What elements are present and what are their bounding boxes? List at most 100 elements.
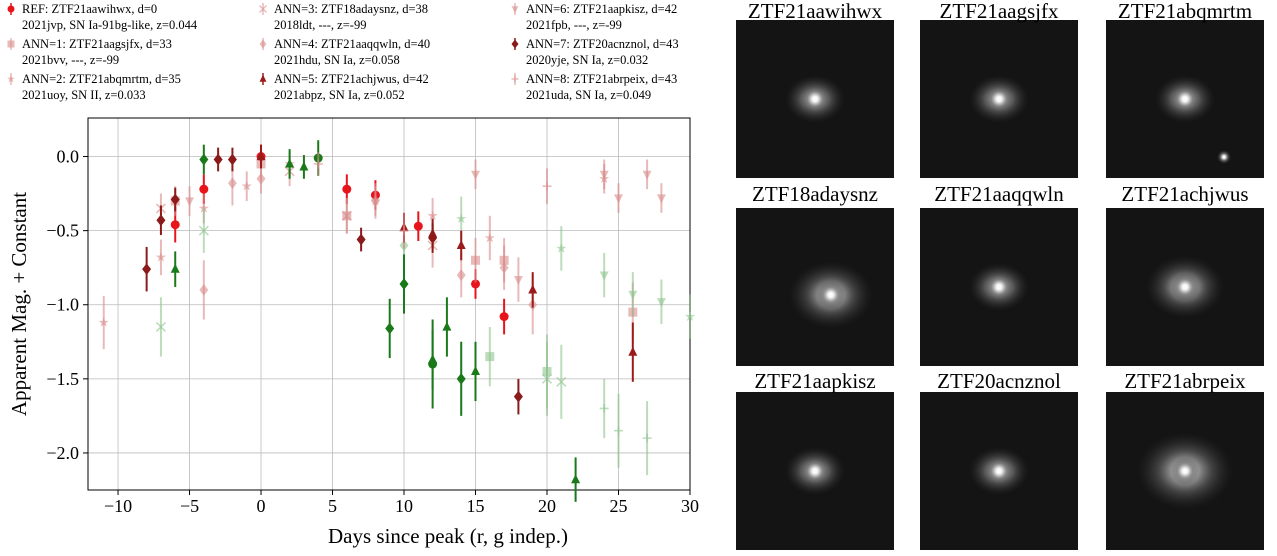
legend-entry: ANN=4: ZTF21aaqqwln, d=40 2021hdu, SN Ia… [256, 36, 501, 68]
x-tick-label: 30 [681, 496, 699, 516]
x-tick-label: 5 [328, 496, 337, 516]
legend-marker [511, 38, 519, 50]
data-point [199, 184, 209, 194]
thumbnail-title: ZTF20acnznol [937, 369, 1061, 393]
data-point [170, 220, 180, 230]
data-point [499, 261, 509, 274]
data-point [456, 240, 466, 250]
data-point [385, 322, 395, 335]
data-point [155, 321, 166, 333]
data-point [513, 390, 523, 403]
data-point [199, 284, 209, 296]
galaxy-core [1171, 85, 1199, 113]
legend-entry: ANN=3: ZTF18adaysnz, d=38 2018ldt, ---, … [256, 1, 501, 33]
galaxy-core [985, 85, 1013, 113]
data-point [456, 269, 466, 281]
thumbnail-title: ZTF21achjwus [1121, 182, 1248, 206]
y-tick-label: −1.5 [46, 369, 79, 389]
data-point [142, 263, 152, 276]
galaxy-core [985, 273, 1013, 301]
legend-label: ANN=6: ZTF21aapkisz, d=42 2021fpb, ---, … [526, 2, 678, 32]
data-point [399, 226, 409, 236]
data-point [642, 433, 652, 443]
data-point [399, 278, 409, 290]
legend-label: ANN=4: ZTF21aaqqwln, d=40 2021hdu, SN Ia… [274, 37, 431, 67]
data-point [528, 284, 538, 294]
data-point [199, 153, 209, 166]
data-point [556, 243, 567, 253]
data-point [370, 195, 380, 207]
data-point [484, 232, 495, 243]
data-point [614, 426, 624, 436]
data-point [356, 233, 366, 246]
legend-entry: REF: ZTF21aawihwx, d=0 2021jvp, SN Ia-91… [4, 1, 249, 33]
data-point [628, 346, 638, 356]
data-point [428, 354, 438, 364]
x-tick-label: 10 [395, 496, 413, 516]
data-point [341, 210, 352, 221]
data-point [456, 372, 466, 385]
data-point [485, 352, 495, 362]
x-axis-label: Days since peak (r, g indep.) [328, 524, 568, 548]
legend-symbol [7, 74, 15, 83]
data-point [599, 403, 609, 413]
data-point [628, 290, 638, 300]
data-point [499, 312, 509, 322]
legend-entry: ANN=7: ZTF20acnznol, d=43 2020yje, SN Ia… [508, 36, 753, 68]
y-tick-label: −0.5 [46, 221, 79, 241]
x-tick-label: 0 [257, 496, 266, 516]
star-source [1217, 150, 1231, 164]
legend-entry: ANN=2: ZTF21abqmrtm, d=35 2021uoy, SN II… [4, 71, 249, 103]
legend-entry: ANN=8: ZTF21abrpeix, d=43 2021uda, SN Ia… [508, 71, 753, 103]
data-point [256, 172, 266, 185]
data-point [471, 279, 481, 289]
legend-label: ANN=8: ZTF21abrpeix, d=43 2021uda, SN Ia… [526, 72, 678, 102]
legend-entry: ANN=1: ZTF21aagsjfx, d=33 2021bvv, ---, … [4, 36, 249, 68]
thumbnail-title: ZTF21abrpeix [1124, 369, 1246, 393]
thumbnail-title: ZTF21aapkisz [754, 369, 875, 393]
data-point [213, 153, 223, 166]
legend-label: ANN=3: ZTF18adaysnz, d=38 2018ldt, ---, … [274, 2, 429, 32]
y-tick-label: −1.0 [46, 295, 79, 315]
thumbnail-title: ZTF21aagsjfx [940, 0, 1059, 23]
data-point [170, 193, 180, 206]
legend-symbol [7, 40, 15, 48]
data-point [241, 180, 252, 191]
legend-marker [259, 38, 267, 50]
data-point [285, 158, 295, 168]
legend-symbol [259, 5, 267, 13]
legend-marker [259, 73, 267, 85]
data-point [656, 298, 666, 308]
legend-label: ANN=2: ZTF21abqmrtm, d=35 2021uoy, SN II… [22, 72, 181, 102]
galaxy-core [985, 457, 1013, 485]
thumbnail-title: ZTF21abqmrtm [1118, 0, 1252, 23]
legend-marker [7, 3, 15, 15]
data-point [556, 376, 567, 387]
data-point [170, 263, 180, 273]
data-point [471, 255, 481, 265]
thumbnails: ZTF21aawihwx ZTF21aagsjfx ZTF21abqmrtm ZTF1… [736, 0, 1264, 550]
galaxy-core [1171, 273, 1199, 301]
data-point [614, 194, 624, 204]
chart: Days since peak (r, g indep.) Apparent M… [7, 117, 699, 548]
legend-symbol [511, 6, 519, 14]
legend-symbol [511, 75, 519, 83]
legend-label: ANN=1: ZTF21aagsjfx, d=33 2021bvv, ---, … [22, 37, 172, 67]
data-point [642, 170, 652, 180]
data-point [684, 311, 696, 321]
thumbnail-title: ZTF21aaqqwln [934, 182, 1064, 206]
legend-marker [511, 3, 519, 15]
legend-marker [7, 73, 15, 85]
data-point [156, 214, 166, 227]
data-point [98, 317, 109, 327]
data-point [571, 474, 581, 484]
data-point [456, 213, 467, 224]
thumbnail-title: ZTF18adaysnz [752, 182, 878, 206]
data-point [185, 197, 195, 207]
data-point [155, 251, 167, 262]
data-point [198, 203, 209, 213]
legend-label: REF: ZTF21aawihwx, d=0 2021jvp, SN Ia-91… [22, 2, 198, 32]
data-point [227, 153, 237, 166]
legend-marker [511, 73, 519, 85]
